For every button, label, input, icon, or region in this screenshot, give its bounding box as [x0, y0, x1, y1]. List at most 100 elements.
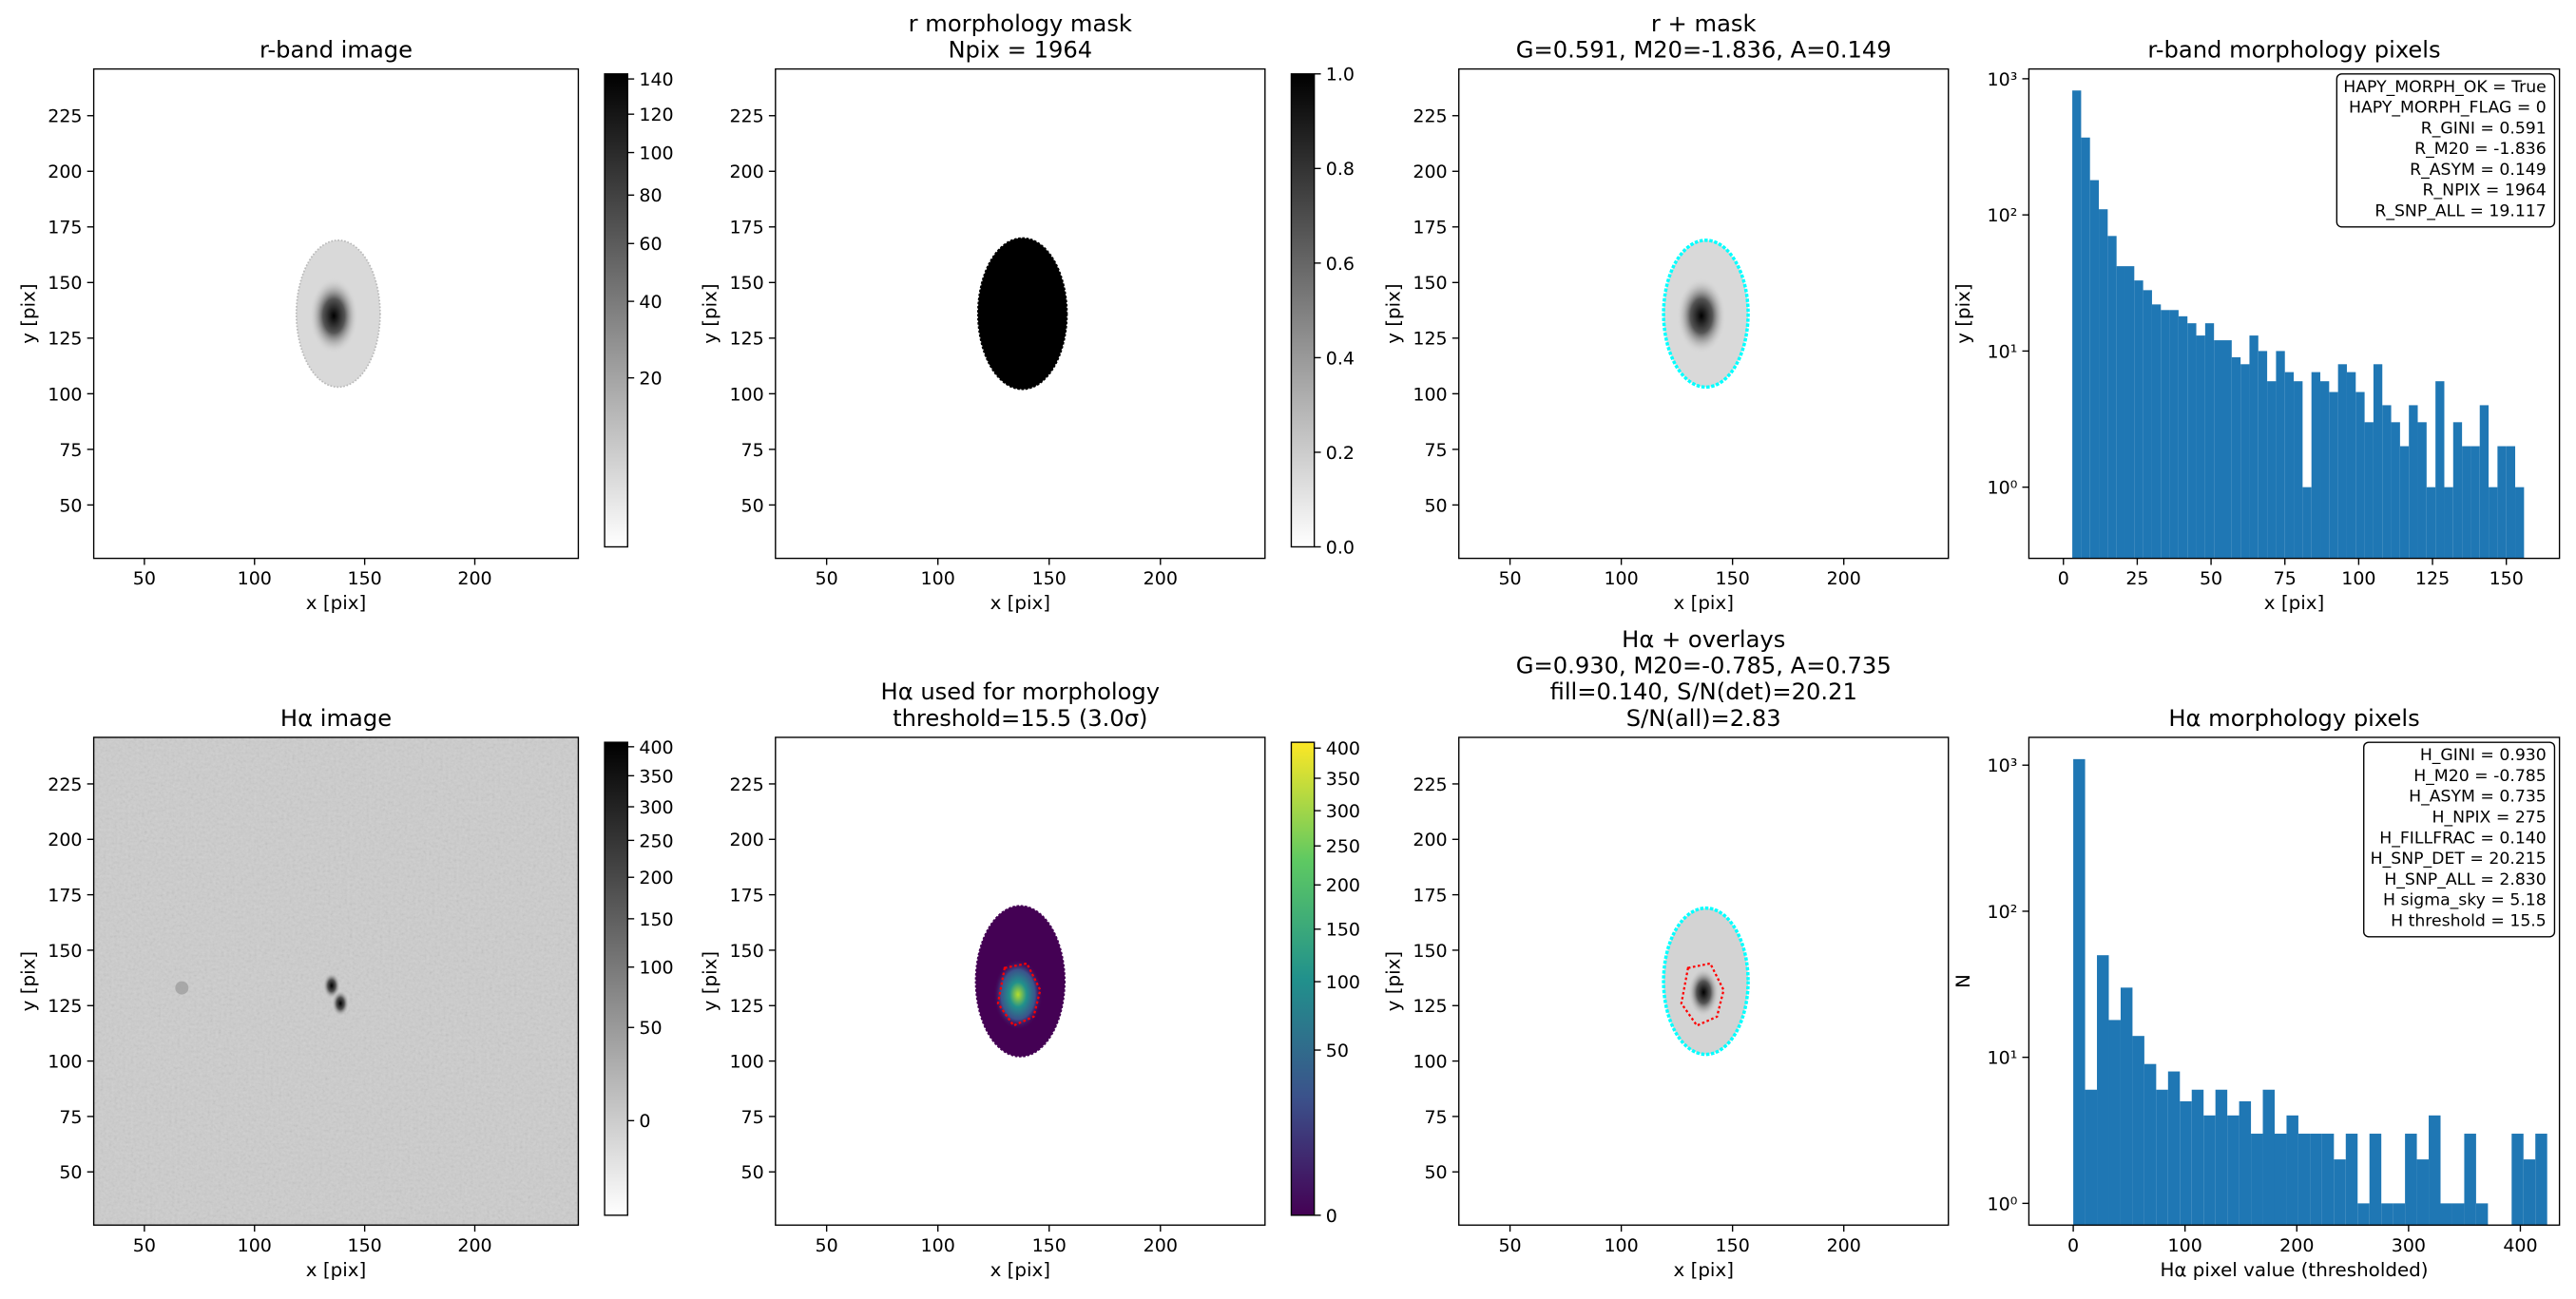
- y-tick-label: 225: [1413, 106, 1447, 127]
- bar: [2099, 209, 2108, 559]
- x-tick-label: 150: [348, 1235, 382, 1256]
- bar: [2311, 372, 2321, 559]
- x-axis-label: x [pix]: [990, 1259, 1050, 1281]
- galaxy-core: [1687, 967, 1720, 1017]
- panel-title: r + mask: [1651, 10, 1757, 37]
- bar: [2089, 180, 2100, 559]
- bar: [2320, 381, 2330, 559]
- x-tick-label: 100: [1604, 568, 1638, 589]
- x-tick-label: 400: [2503, 1235, 2537, 1256]
- x-tick-label: 50: [1498, 1235, 1521, 1256]
- x-tick-label: 200: [2279, 1235, 2314, 1256]
- bar: [2373, 364, 2383, 559]
- image-layer: [93, 736, 579, 1226]
- image-layer: [1662, 906, 1750, 1057]
- y-tick-label: 175: [1413, 886, 1447, 907]
- bar: [2167, 1071, 2181, 1226]
- x-tick-label: 200: [457, 568, 491, 589]
- y-tick-label: 50: [741, 495, 764, 516]
- y-tick-label: 200: [48, 162, 82, 182]
- x-axis-label: x [pix]: [306, 592, 366, 614]
- x-axis-label: x [pix]: [2264, 592, 2324, 614]
- image-layer: [295, 239, 381, 389]
- bar: [2251, 1134, 2263, 1226]
- y-tick-label: 125: [48, 329, 82, 350]
- stats-line: H threshold = 15.5: [2391, 911, 2547, 930]
- bar: [2334, 1159, 2346, 1226]
- galaxy-core: [993, 959, 1043, 1030]
- bar: [2267, 381, 2277, 559]
- bar: [2440, 1203, 2452, 1226]
- colorbar-tick-label: 40: [639, 292, 662, 313]
- bar: [2258, 351, 2268, 559]
- colorbar-tick-label: 400: [1326, 738, 1360, 759]
- y-tick-label: 175: [48, 886, 82, 907]
- y-tick-label: 225: [729, 774, 763, 795]
- bar: [2369, 1134, 2382, 1226]
- y-tick-label: 125: [1413, 996, 1447, 1017]
- x-tick-label: 150: [2489, 568, 2524, 589]
- bar: [2302, 487, 2312, 559]
- x-tick-label: 150: [348, 568, 382, 589]
- y-tick-label: 175: [48, 218, 82, 239]
- bar: [2452, 422, 2463, 559]
- bar: [2227, 1115, 2240, 1226]
- y-tick-label: 125: [729, 996, 763, 1017]
- y-tick-label: 10⁰: [1988, 478, 2018, 499]
- x-tick-label: 100: [921, 568, 955, 589]
- colorbar-tick-label: 20: [639, 369, 662, 390]
- y-tick-label: 175: [729, 886, 763, 907]
- stats-line: R_SNP_ALL = 19.117: [2374, 201, 2546, 220]
- x-tick-label: 50: [133, 1235, 156, 1256]
- bar: [2297, 1134, 2311, 1226]
- bar: [2203, 1115, 2216, 1226]
- bar: [2214, 340, 2223, 559]
- axes-frame: [2028, 736, 2561, 1226]
- colorbar-tick-label: 100: [639, 958, 673, 979]
- colorbar-tick-label: 250: [1326, 836, 1360, 857]
- bar: [2180, 1100, 2192, 1226]
- colorbar-tick-label: 0.6: [1326, 254, 1355, 275]
- y-tick-label: 150: [1413, 941, 1447, 962]
- colorbar-tick-label: 400: [639, 737, 673, 758]
- bar: [2274, 1134, 2287, 1226]
- x-axis-label: x [pix]: [1674, 592, 1734, 614]
- axes-frame: [92, 736, 580, 1226]
- colorbar-tick-label: 0.2: [1326, 443, 1355, 464]
- y-tick-label: 50: [1424, 1162, 1447, 1183]
- y-axis-label: y [pix]: [17, 951, 39, 1011]
- bar: [2345, 1134, 2358, 1226]
- bar: [2435, 381, 2445, 559]
- panel-title: r-band morphology pixels: [2147, 36, 2440, 63]
- bar: [2161, 310, 2170, 559]
- y-axis-label: y [pix]: [700, 283, 721, 343]
- panel-title: Hα morphology pixels: [2168, 705, 2419, 732]
- colorbar-tick-label: 150: [1326, 920, 1360, 941]
- y-tick-label: 225: [48, 774, 82, 795]
- bar: [2196, 335, 2205, 559]
- y-tick-label: 200: [729, 162, 763, 182]
- colorbar-tick-label: 300: [639, 797, 673, 818]
- colorbar-tick-label: 150: [639, 909, 673, 930]
- panel-title: S/N(all)=2.83: [1626, 705, 1781, 732]
- colorbar-tick-label: 80: [639, 185, 662, 206]
- stats-line: R_GINI = 0.591: [2421, 119, 2547, 138]
- colorbar-tick-label: 200: [1326, 875, 1360, 896]
- bar: [2399, 446, 2410, 559]
- y-tick-label: 75: [1424, 1107, 1447, 1128]
- stats-line: H_GINI = 0.930: [2420, 746, 2547, 765]
- colorbar: [604, 73, 628, 548]
- colorbar-tick-label: 100: [1326, 972, 1360, 993]
- y-tick-label: 75: [59, 440, 82, 461]
- x-tick-label: 200: [1144, 568, 1178, 589]
- colorbar-tick-label: 0.4: [1326, 348, 1355, 369]
- x-tick-label: 50: [1498, 568, 1521, 589]
- bar: [2294, 381, 2303, 559]
- bar: [2405, 1134, 2417, 1226]
- bar: [2429, 1115, 2441, 1226]
- y-tick-label: 50: [59, 1162, 82, 1183]
- bar: [2329, 392, 2338, 559]
- y-tick-label: 100: [729, 1051, 763, 1072]
- y-tick-label: 10²: [1988, 902, 2018, 923]
- bar: [2107, 236, 2117, 559]
